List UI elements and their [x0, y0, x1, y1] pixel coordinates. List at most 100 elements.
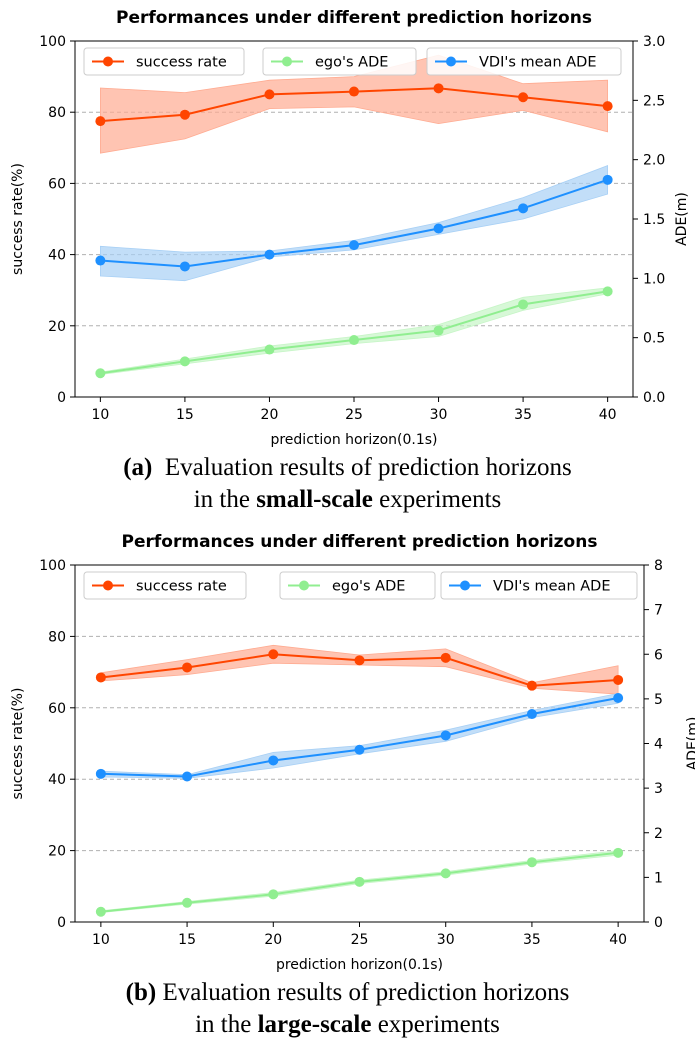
- chartb-legend-marker-0: [103, 580, 113, 591]
- charta-y2-tick-label: 3.0: [643, 34, 665, 50]
- charta-y2-tick-label: 1.0: [643, 271, 665, 287]
- chartb-band-2: [100, 693, 619, 779]
- charta-y-tick-label: 60: [48, 176, 66, 192]
- chartb-point-2-5: [526, 709, 537, 720]
- chartb-legend-box-0: [83, 571, 247, 600]
- caption-a-line2-pre: in the: [193, 486, 257, 513]
- caption-a-label: (a): [123, 454, 153, 481]
- caption-b-label: (b): [125, 979, 157, 1006]
- charta-y-tick-label: 20: [48, 319, 66, 335]
- charta-legend-label-2: VDI's mean ADE: [479, 55, 597, 71]
- chartb-y-tick-label: 20: [48, 844, 66, 860]
- chartb-y2-tick-label: 1: [654, 870, 663, 886]
- charta-legend-label-1: ego's ADE: [315, 55, 388, 71]
- chartb-y2-tick-label: 0: [654, 915, 663, 931]
- charta-y2-tick-label: 2.5: [643, 93, 665, 109]
- chartb-point-0-5: [526, 680, 537, 691]
- charta-y-axis-label: success rate(%): [10, 163, 26, 275]
- charta-point-0-5: [518, 92, 529, 103]
- chartb-point-1-3: [354, 876, 365, 887]
- charta-y-tick-label: 0: [57, 390, 66, 406]
- chartb-point-1-0: [95, 906, 106, 917]
- charta-legend-box-2: [426, 47, 622, 76]
- charta-point-0-2: [264, 89, 275, 100]
- chartb-x-tick-label: 15: [178, 932, 196, 948]
- chartb-y-tick-label: 40: [48, 772, 66, 788]
- chartb-y2-tick-label: 7: [654, 603, 663, 619]
- caption-a-line2-post: experiments: [372, 486, 502, 513]
- chartb-x-axis-label: prediction horizon(0.1s): [276, 957, 443, 973]
- charta-point-2-1: [179, 261, 190, 272]
- chartb-legend-label-1: ego's ADE: [332, 579, 405, 595]
- charta-point-1-1: [179, 356, 190, 367]
- charta-point-2-3: [349, 240, 359, 251]
- charta-y-tick-label: 100: [39, 34, 66, 50]
- caption-b-line2-pre: in the: [195, 1011, 258, 1038]
- charta-legend-marker-2: [446, 56, 456, 67]
- chart-b: Performances under different prediction …: [10, 532, 695, 973]
- chartb-y2-tick-label: 8: [654, 558, 663, 574]
- chartb-band-0: [100, 644, 619, 695]
- charta-point-0-4: [433, 83, 444, 94]
- chartb-y-tick-label: 60: [48, 701, 66, 717]
- charta-point-0-3: [349, 86, 359, 97]
- chartb-point-1-1: [182, 897, 193, 908]
- charta-legend-label-0: success rate: [136, 55, 227, 71]
- charta-point-2-2: [264, 249, 275, 260]
- chartb-x-tick-label: 25: [351, 932, 369, 948]
- charta-y-tick-label: 40: [48, 248, 66, 264]
- charta-title: Performances under different prediction …: [116, 8, 592, 28]
- charta-point-0-6: [602, 101, 613, 112]
- caption-a-line1: Evaluation results of prediction horizon…: [164, 454, 572, 481]
- caption-b-line1: Evaluation results of prediction horizon…: [162, 979, 570, 1006]
- charta-point-1-0: [95, 368, 106, 379]
- charta-y2-tick-label: 0.5: [643, 331, 665, 347]
- caption-a: (a) Evaluation results of prediction hor…: [0, 452, 695, 516]
- caption-a-line2-bold: small-scale: [256, 486, 373, 513]
- charta-point-0-1: [179, 109, 190, 120]
- charta-legend-box-0: [83, 47, 245, 76]
- chartb-point-0-4: [440, 652, 451, 663]
- charta-x-tick-label: 20: [261, 407, 279, 423]
- chartb-y2-tick-label: 4: [654, 737, 663, 753]
- chartb-point-2-0: [95, 768, 106, 779]
- chartb-y-tick-label: 80: [48, 629, 66, 645]
- charta-point-1-3: [349, 335, 359, 346]
- caption-b: (b) Evaluation results of prediction hor…: [0, 977, 695, 1041]
- charta-band-1: [100, 287, 608, 375]
- charta-point-0-0: [95, 116, 106, 127]
- chartb-x-tick-label: 35: [523, 932, 541, 948]
- chartb-point-2-4: [440, 730, 451, 741]
- chartb-legend-box-1: [279, 571, 436, 600]
- charta-band-0: [100, 54, 608, 154]
- chartb-legend-box-2: [440, 571, 638, 600]
- charta-x-axis-label: prediction horizon(0.1s): [270, 432, 437, 448]
- chartb-x-tick-label: 30: [437, 932, 455, 948]
- chartb-x-tick-label: 20: [264, 932, 282, 948]
- chartb-point-1-5: [526, 857, 537, 868]
- charta-point-2-5: [518, 203, 529, 214]
- charta-y2-axis-label: ADE(m): [674, 192, 690, 246]
- chartb-legend-label-2: VDI's mean ADE: [493, 579, 611, 595]
- chartb-point-0-0: [95, 672, 106, 683]
- charta-y-tick-label: 80: [48, 105, 66, 121]
- charta-band-2: [100, 165, 608, 282]
- chartb-x-tick-label: 10: [92, 932, 110, 948]
- charta-x-tick-label: 35: [514, 407, 532, 423]
- charta-x-tick-label: 25: [345, 407, 363, 423]
- chartb-point-2-1: [182, 771, 193, 782]
- chartb-y2-axis-label: ADE(m): [685, 717, 695, 771]
- charta-y2-tick-label: 1.5: [643, 212, 665, 228]
- chart-a: Performances under different prediction …: [10, 8, 690, 448]
- charta-x-tick-label: 40: [599, 407, 617, 423]
- charta-legend-box-1: [262, 47, 417, 76]
- chartb-legend-marker-1: [299, 580, 309, 591]
- caption-b-line2-post: experiments: [371, 1011, 500, 1038]
- chartb-y2-tick-label: 2: [654, 826, 663, 842]
- chartb-point-0-3: [354, 655, 365, 666]
- charta-point-1-4: [433, 325, 444, 336]
- charta-point-2-0: [95, 255, 106, 266]
- chart-panel-b: Performances under different prediction …: [0, 525, 695, 1046]
- charta-point-1-5: [518, 299, 529, 310]
- chartb-point-1-2: [268, 889, 279, 900]
